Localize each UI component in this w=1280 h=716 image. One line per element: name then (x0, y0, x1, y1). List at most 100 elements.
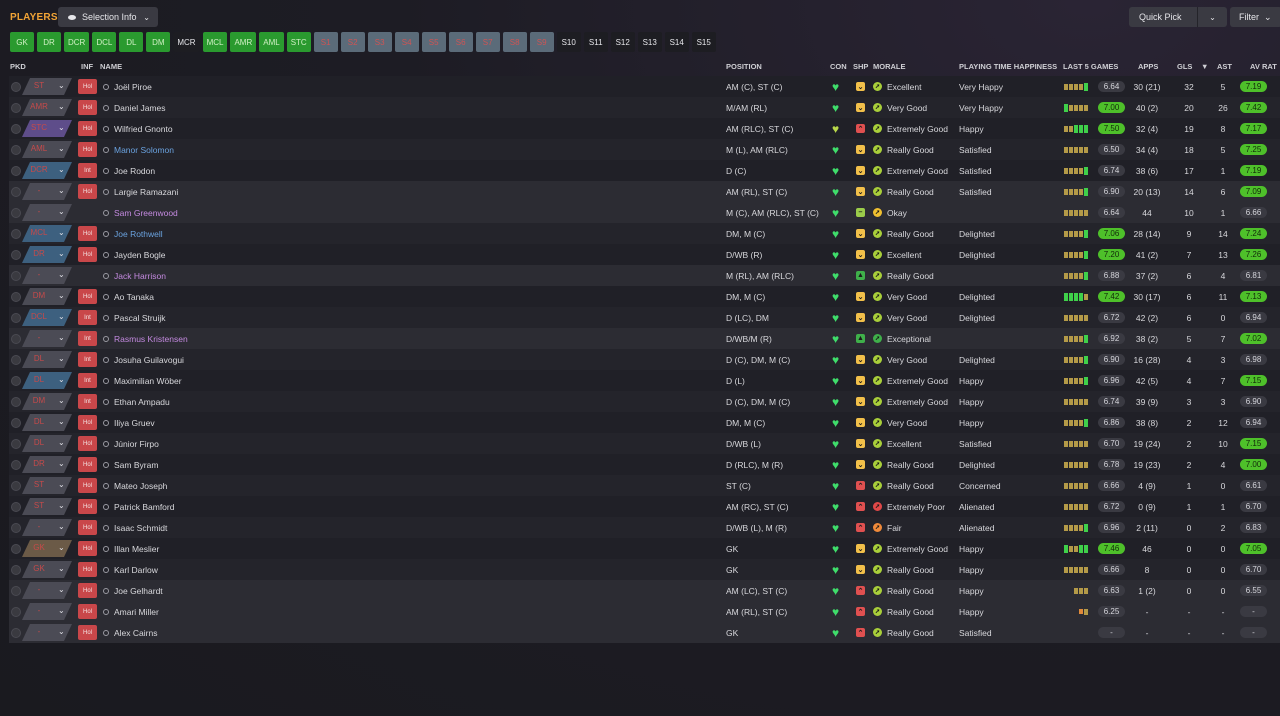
position-tab-s10[interactable]: S10 (556, 32, 581, 52)
player-name-cell[interactable]: Largie Ramazani (103, 181, 178, 202)
role-dropdown[interactable]: STC ⌄ (22, 120, 72, 137)
player-name-cell[interactable]: Sam Byram (103, 454, 158, 475)
col-ast[interactable]: AST (1217, 62, 1232, 71)
position-tab-s4[interactable]: S4 (394, 32, 419, 52)
pick-radio[interactable] (11, 585, 21, 596)
table-row[interactable]: DM ⌄ Hol Ao Tanaka DM, M (C) ♥ ⌄ ➚ Very Good Deli… (9, 286, 1280, 307)
role-dropdown[interactable]: MCL ⌄ (22, 225, 72, 242)
player-name-cell[interactable]: Júnior Firpo (103, 433, 159, 454)
position-tab-s1[interactable]: S1 (313, 32, 338, 52)
player-name[interactable]: Rasmus Kristensen (114, 333, 188, 344)
pick-radio[interactable] (11, 522, 21, 533)
player-name-cell[interactable]: Sam Greenwood (103, 202, 178, 223)
col-position[interactable]: POSITION (726, 62, 762, 71)
pick-radio[interactable] (11, 165, 21, 176)
pick-radio[interactable] (11, 627, 21, 638)
col-con[interactable]: CON (830, 62, 847, 71)
pick-radio[interactable] (11, 207, 21, 218)
position-tab-s12[interactable]: S12 (610, 32, 635, 52)
role-dropdown[interactable]: DR ⌄ (22, 246, 72, 263)
position-tab-dl[interactable]: DL (119, 32, 144, 52)
col-inf[interactable]: INF (81, 62, 94, 71)
player-name-cell[interactable]: Amari Miller (103, 601, 159, 622)
col-avrat[interactable]: AV RAT (1250, 62, 1277, 71)
position-tab-s8[interactable]: S8 (502, 32, 527, 52)
table-row[interactable]: DL ⌄ Int Maximilian Wöber D (L) ♥ ⌄ ➚ Extremely … (9, 370, 1280, 391)
player-name-cell[interactable]: Maximilian Wöber (103, 370, 182, 391)
role-dropdown[interactable]: - ⌄ (22, 267, 72, 284)
player-name-cell[interactable]: Ethan Ampadu (103, 391, 170, 412)
pick-radio[interactable] (11, 438, 21, 449)
position-tab-dcl[interactable]: DCL (92, 32, 117, 52)
position-tab-dm[interactable]: DM (146, 32, 171, 52)
position-tab-amr[interactable]: AMR (230, 32, 257, 52)
pick-radio[interactable] (11, 396, 21, 407)
player-name[interactable]: Isaac Schmidt (114, 522, 168, 533)
table-row[interactable]: MCL ⌄ Hol Joe Rothwell DM, M (C) ♥ ⌄ ➚ Really Go… (9, 223, 1280, 244)
chevron-down-icon[interactable]: ⌄ (1209, 12, 1216, 22)
role-dropdown[interactable]: DL ⌄ (22, 435, 72, 452)
table-row[interactable]: DL ⌄ Int Josuha Guilavogui D (C), DM, M (C) ♥… (9, 349, 1280, 370)
pick-radio[interactable] (11, 249, 21, 260)
pick-radio[interactable] (11, 228, 21, 239)
player-name[interactable]: Wilfried Gnonto (114, 123, 173, 134)
role-dropdown[interactable]: DL ⌄ (22, 351, 72, 368)
table-row[interactable]: ST ⌄ Hol Joël Piroe AM (C), ST (C) ♥ ⌄ ➚ Excelle… (9, 76, 1280, 97)
table-row[interactable]: - ⌄ Hol Largie Ramazani AM (RL), ST (C) ♥ ⌄ ➚ Re… (9, 181, 1280, 202)
player-name[interactable]: Karl Darlow (114, 564, 158, 575)
player-name-cell[interactable]: Joe Rothwell (103, 223, 163, 244)
player-name-cell[interactable]: Jayden Bogle (103, 244, 166, 265)
player-name-cell[interactable]: Isaac Schmidt (103, 517, 167, 538)
table-row[interactable]: DL ⌄ Hol Iliya Gruev DM, M (C) ♥ ⌄ ➚ Very Good Ha… (9, 412, 1280, 433)
role-dropdown[interactable]: DM ⌄ (22, 288, 72, 305)
pick-radio[interactable] (11, 270, 21, 281)
col-last5[interactable]: LAST 5 GAMES (1063, 62, 1119, 71)
quick-pick-button[interactable]: Quick Pick ⌄ (1129, 7, 1227, 27)
position-tab-s6[interactable]: S6 (448, 32, 473, 52)
player-name-cell[interactable]: Joe Gelhardt (103, 580, 163, 601)
position-tab-dr[interactable]: DR (37, 32, 61, 52)
position-tab-s7[interactable]: S7 (475, 32, 500, 52)
table-row[interactable]: - ⌄ Hol Isaac Schmidt D/WB (L), M (R) ♥ ⌃ ➚ Fair… (9, 517, 1280, 538)
position-tab-s5[interactable]: S5 (421, 32, 446, 52)
player-name-cell[interactable]: Wilfried Gnonto (103, 118, 173, 139)
player-name[interactable]: Mateo Joseph (114, 480, 168, 491)
role-dropdown[interactable]: AML ⌄ (22, 141, 72, 158)
player-name[interactable]: Joël Piroe (114, 81, 152, 92)
table-row[interactable]: DR ⌄ Hol Jayden Bogle D/WB (R) ♥ ⌄ ➚ Excellent De… (9, 244, 1280, 265)
position-tab-gk[interactable]: GK (10, 32, 34, 52)
player-name-cell[interactable]: Illan Meslier (103, 538, 159, 559)
position-tab-dcr[interactable]: DCR (64, 32, 90, 52)
player-name[interactable]: Júnior Firpo (114, 438, 159, 449)
role-dropdown[interactable]: ST ⌄ (22, 78, 72, 95)
table-row[interactable]: - ⌄ Hol Alex Cairns GK ♥ ⌃ ➚ Really Good Satisfie… (9, 622, 1280, 643)
player-name[interactable]: Maximilian Wöber (114, 375, 182, 386)
role-dropdown[interactable]: - ⌄ (22, 204, 72, 221)
role-dropdown[interactable]: - ⌄ (22, 624, 72, 641)
filter-button[interactable]: Filter ⌄ (1230, 7, 1280, 27)
role-dropdown[interactable]: - ⌄ (22, 330, 72, 347)
table-row[interactable]: GK ⌄ Hol Illan Meslier GK ♥ ⌄ ➚ Extremely Good Ha… (9, 538, 1280, 559)
pick-radio[interactable] (11, 564, 21, 575)
position-tab-s15[interactable]: S15 (691, 32, 716, 52)
table-row[interactable]: AMR ⌄ Hol Daniel James M/AM (RL) ♥ ⌄ ➚ Very Good… (9, 97, 1280, 118)
pick-radio[interactable] (11, 123, 21, 134)
player-name[interactable]: Jack Harrison (114, 270, 166, 281)
table-row[interactable]: AML ⌄ Hol Manor Solomon M (L), AM (RLC) ♥ ⌄ ➚ Re… (9, 139, 1280, 160)
pick-radio[interactable] (11, 102, 21, 113)
player-name[interactable]: Sam Greenwood (114, 207, 178, 218)
role-dropdown[interactable]: - ⌄ (22, 519, 72, 536)
player-name[interactable]: Alex Cairns (114, 627, 158, 638)
player-name[interactable]: Josuha Guilavogui (114, 354, 184, 365)
col-shp[interactable]: SHP (853, 62, 869, 71)
player-name-cell[interactable]: Pascal Struijk (103, 307, 166, 328)
position-tab-stc[interactable]: STC (286, 32, 311, 52)
player-name-cell[interactable]: Mateo Joseph (103, 475, 167, 496)
pick-radio[interactable] (11, 459, 21, 470)
table-row[interactable]: GK ⌄ Hol Karl Darlow GK ♥ ⌄ ➚ Really Good Happy 6.… (9, 559, 1280, 580)
table-row[interactable]: STC ⌄ Hol Wilfried Gnonto AM (RLC), ST (C) ♥ ⌃… (9, 118, 1280, 139)
table-row[interactable]: - ⌄ Jack Harrison M (RL), AM (RLC) ♥ ▲ ➚ Really… (9, 265, 1280, 286)
player-name[interactable]: Ethan Ampadu (114, 396, 170, 407)
position-tab-mcr[interactable]: MCR (173, 32, 200, 52)
player-name[interactable]: Manor Solomon (114, 144, 175, 155)
